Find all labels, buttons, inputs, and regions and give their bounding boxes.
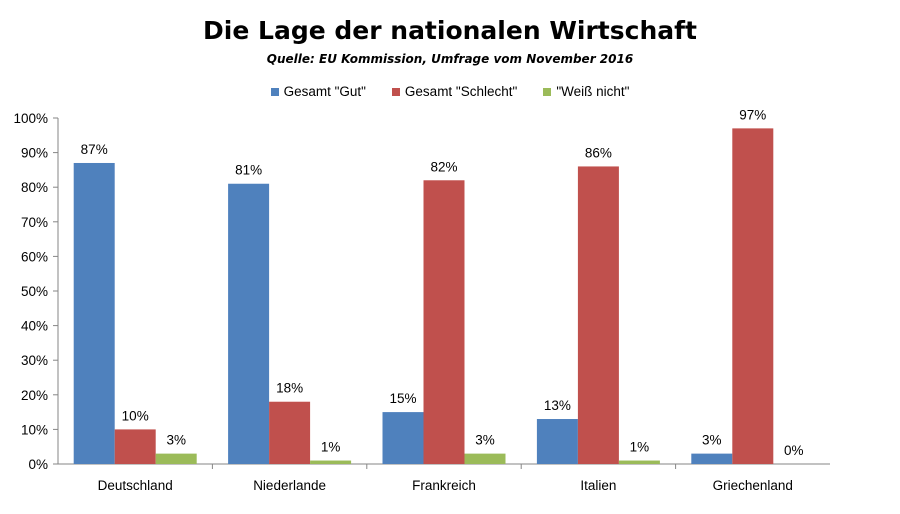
bar [155, 453, 197, 464]
legend-swatch-schlecht [391, 87, 400, 96]
legend-swatch-weiss-nicht [543, 87, 552, 96]
bar [114, 429, 156, 464]
y-tick-label: 0% [28, 457, 48, 472]
data-label: 86% [585, 145, 612, 160]
legend-swatch-gut [270, 87, 279, 96]
y-tick-label: 30% [21, 353, 48, 368]
data-label: 0% [784, 443, 804, 458]
y-tick-label: 60% [21, 249, 48, 264]
y-tick-label: 50% [21, 284, 48, 299]
y-tick-label: 10% [21, 422, 48, 437]
data-label: 3% [702, 433, 722, 448]
x-tick-label: Italien [580, 478, 616, 493]
x-tick-label: Deutschland [98, 478, 173, 493]
chart-subtitle: Quelle: EU Kommission, Umfrage vom Novem… [266, 52, 634, 66]
y-tick-label: 90% [21, 146, 48, 161]
data-label: 1% [321, 440, 341, 455]
data-label: 3% [166, 433, 186, 448]
legend-item-weiss-nicht: "Weiß nicht" [543, 84, 629, 99]
legend-item-schlecht: Gesamt "Schlecht" [391, 84, 518, 99]
y-tick-label: 40% [21, 319, 48, 334]
bar [464, 453, 506, 464]
data-label: 81% [235, 163, 262, 178]
data-label: 97% [739, 107, 766, 122]
data-label: 3% [475, 433, 495, 448]
bar [691, 453, 733, 464]
data-label: 87% [81, 142, 108, 157]
bar [382, 412, 424, 464]
data-label: 18% [276, 381, 303, 396]
bar [269, 401, 311, 464]
y-tick-label: 20% [21, 388, 48, 403]
y-tick-label: 70% [21, 215, 48, 230]
data-label: 15% [389, 391, 416, 406]
x-tick-label: Frankreich [412, 478, 476, 493]
bar [228, 183, 270, 465]
legend-label-gut: Gesamt "Gut" [283, 84, 366, 99]
legend-label-weiss-nicht: "Weiß nicht" [556, 84, 630, 99]
bar [423, 180, 465, 464]
x-tick-label: Griechenland [713, 478, 793, 493]
y-tick-label: 80% [21, 180, 48, 195]
chart-title: Die Lage der nationalen Wirtschaft [203, 16, 697, 45]
x-tick-label: Niederlande [253, 478, 326, 493]
data-label: 13% [544, 398, 571, 413]
bar [732, 128, 774, 464]
legend-label-schlecht: Gesamt "Schlecht" [404, 84, 518, 99]
legend-item-gut: Gesamt "Gut" [270, 84, 366, 99]
bar [618, 460, 660, 464]
data-label: 82% [430, 159, 457, 174]
y-tick-label: 100% [13, 111, 48, 126]
legend: Gesamt "Gut" Gesamt "Schlecht" "Weiß nic… [0, 84, 900, 99]
data-label: 1% [630, 440, 650, 455]
bar [310, 460, 352, 464]
bar [577, 166, 619, 464]
bar [73, 162, 115, 465]
bar [536, 419, 578, 464]
data-label: 10% [122, 408, 149, 423]
